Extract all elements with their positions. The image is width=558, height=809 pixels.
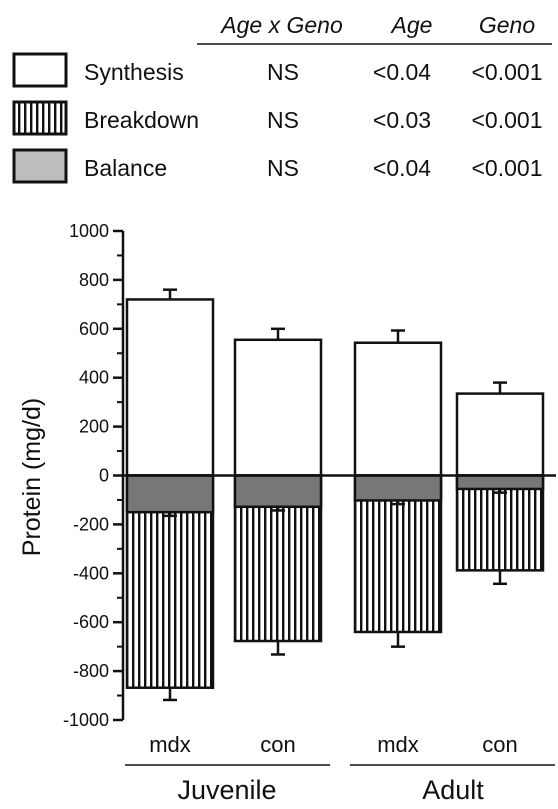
legend-balance-interaction: NS xyxy=(267,155,299,181)
y-tick-label: -600 xyxy=(73,612,109,632)
legend-label-balance: Balance xyxy=(84,155,167,181)
group-label-juvenile: Juvenile xyxy=(177,775,276,805)
x-category-label: con xyxy=(260,732,295,757)
x-category-label: mdx xyxy=(377,732,419,757)
balance-bar xyxy=(455,474,545,491)
legend-synthesis-interaction: NS xyxy=(267,59,299,85)
synthesis-bar xyxy=(233,338,323,477)
legend-breakdown-geno: <0.001 xyxy=(472,107,543,133)
legend-table: Age x Geno Age Geno Synthesis NS <0.04 <… xyxy=(12,12,552,184)
y-tick-label: 1000 xyxy=(69,221,109,241)
legend-synthesis-geno: <0.001 xyxy=(472,59,543,85)
legend-label-synthesis: Synthesis xyxy=(84,59,184,85)
synthesis-bar xyxy=(455,392,545,477)
y-tick-label: -400 xyxy=(73,563,109,583)
y-tick-label: -800 xyxy=(73,661,109,681)
synthesis-bar xyxy=(125,298,215,477)
balance-bar xyxy=(125,474,215,514)
balance-bar xyxy=(233,474,323,509)
x-category-label: con xyxy=(482,732,517,757)
legend-swatch-breakdown xyxy=(12,100,68,136)
legend-balance-geno: <0.001 xyxy=(472,155,543,181)
y-tick-label: 0 xyxy=(99,466,109,486)
y-tick-label: 400 xyxy=(79,368,109,388)
y-tick-label: 600 xyxy=(79,319,109,339)
legend-breakdown-age: <0.03 xyxy=(373,107,431,133)
y-tick-label: -1000 xyxy=(63,710,109,730)
y-tick-label: -200 xyxy=(73,514,109,534)
legend-swatch-synthesis xyxy=(12,52,68,88)
balance-bar xyxy=(353,474,443,502)
y-tick-label: 800 xyxy=(79,270,109,290)
y-tick-label: 200 xyxy=(79,417,109,437)
legend-breakdown-interaction: NS xyxy=(267,107,299,133)
legend-synthesis-age: <0.04 xyxy=(373,59,431,85)
group-label-adult: Adult xyxy=(422,775,484,805)
x-category-label: mdx xyxy=(149,732,191,757)
legend-header-interaction: Age x Geno xyxy=(219,12,343,38)
plot-area: 1000 800 600 400 200 0 -200 -400 -600 -800 -1000 md… xyxy=(63,221,556,757)
legend-header-age: Age xyxy=(390,12,433,38)
legend-header-geno: Geno xyxy=(479,12,535,38)
legend-swatch-balance xyxy=(12,148,68,184)
synthesis-bar xyxy=(353,341,443,477)
y-axis-label: Protein (mg/d) xyxy=(18,398,46,556)
legend-balance-age: <0.04 xyxy=(373,155,431,181)
legend-label-breakdown: Breakdown xyxy=(84,107,199,133)
